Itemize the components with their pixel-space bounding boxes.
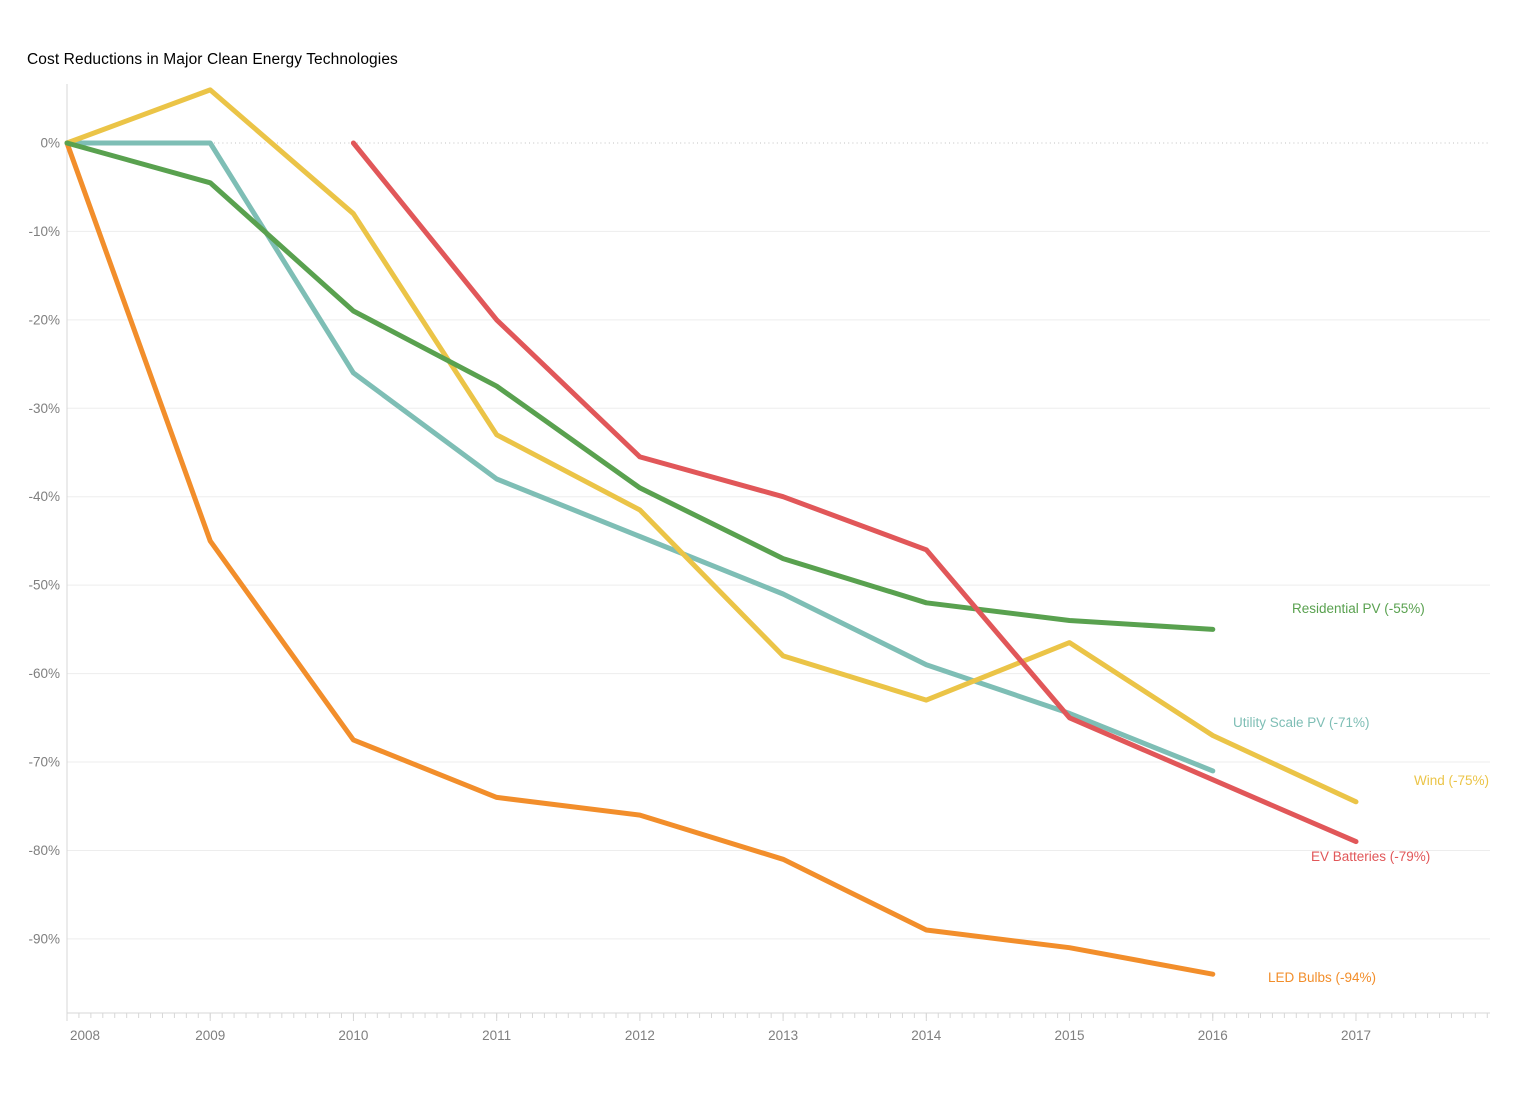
series-line-led-bulbs[interactable] bbox=[64, 140, 1216, 977]
y-tick-label: -60% bbox=[28, 666, 60, 681]
series-line-residential-pv[interactable] bbox=[64, 140, 1216, 632]
y-tick-label: -40% bbox=[28, 489, 60, 504]
y-tick-label: -50% bbox=[28, 578, 60, 593]
y-tick-label: -90% bbox=[28, 931, 60, 946]
x-tick-label: 2016 bbox=[1198, 1028, 1228, 1043]
y-tick-label: -80% bbox=[28, 843, 60, 858]
y-tick-label: -30% bbox=[28, 401, 60, 416]
x-tick-label: 2009 bbox=[195, 1028, 225, 1043]
series-label-utility-scale-pv: Utility Scale PV (-71%) bbox=[1233, 715, 1370, 730]
x-tick-label: 2015 bbox=[1055, 1028, 1085, 1043]
series-label-ev-batteries: EV Batteries (-79%) bbox=[1311, 849, 1430, 864]
series-label-wind: Wind (-75%) bbox=[1414, 773, 1489, 788]
series-line-wind[interactable] bbox=[64, 87, 1359, 805]
x-tick-label: 2014 bbox=[911, 1028, 942, 1043]
y-tick-label: -70% bbox=[28, 755, 60, 770]
x-tick-label: 2011 bbox=[482, 1028, 511, 1043]
chart-title: Cost Reductions in Major Clean Energy Te… bbox=[27, 51, 398, 68]
series-line-ev-batteries[interactable] bbox=[350, 140, 1359, 845]
series-label-residential-pv: Residential PV (-55%) bbox=[1292, 601, 1425, 616]
x-tick-label: 2013 bbox=[768, 1028, 798, 1043]
series-label-led-bulbs: LED Bulbs (-94%) bbox=[1268, 970, 1376, 985]
y-tick-label: 0% bbox=[40, 136, 60, 151]
y-tick-label: -20% bbox=[28, 312, 60, 327]
x-tick-label: 2010 bbox=[338, 1028, 368, 1043]
x-tick-label: 2017 bbox=[1341, 1028, 1371, 1043]
series-line-utility-scale-pv[interactable] bbox=[64, 140, 1216, 774]
x-tick-label: 2008 bbox=[70, 1028, 100, 1043]
y-tick-label: -10% bbox=[28, 224, 60, 239]
x-tick-label: 2012 bbox=[625, 1028, 655, 1043]
